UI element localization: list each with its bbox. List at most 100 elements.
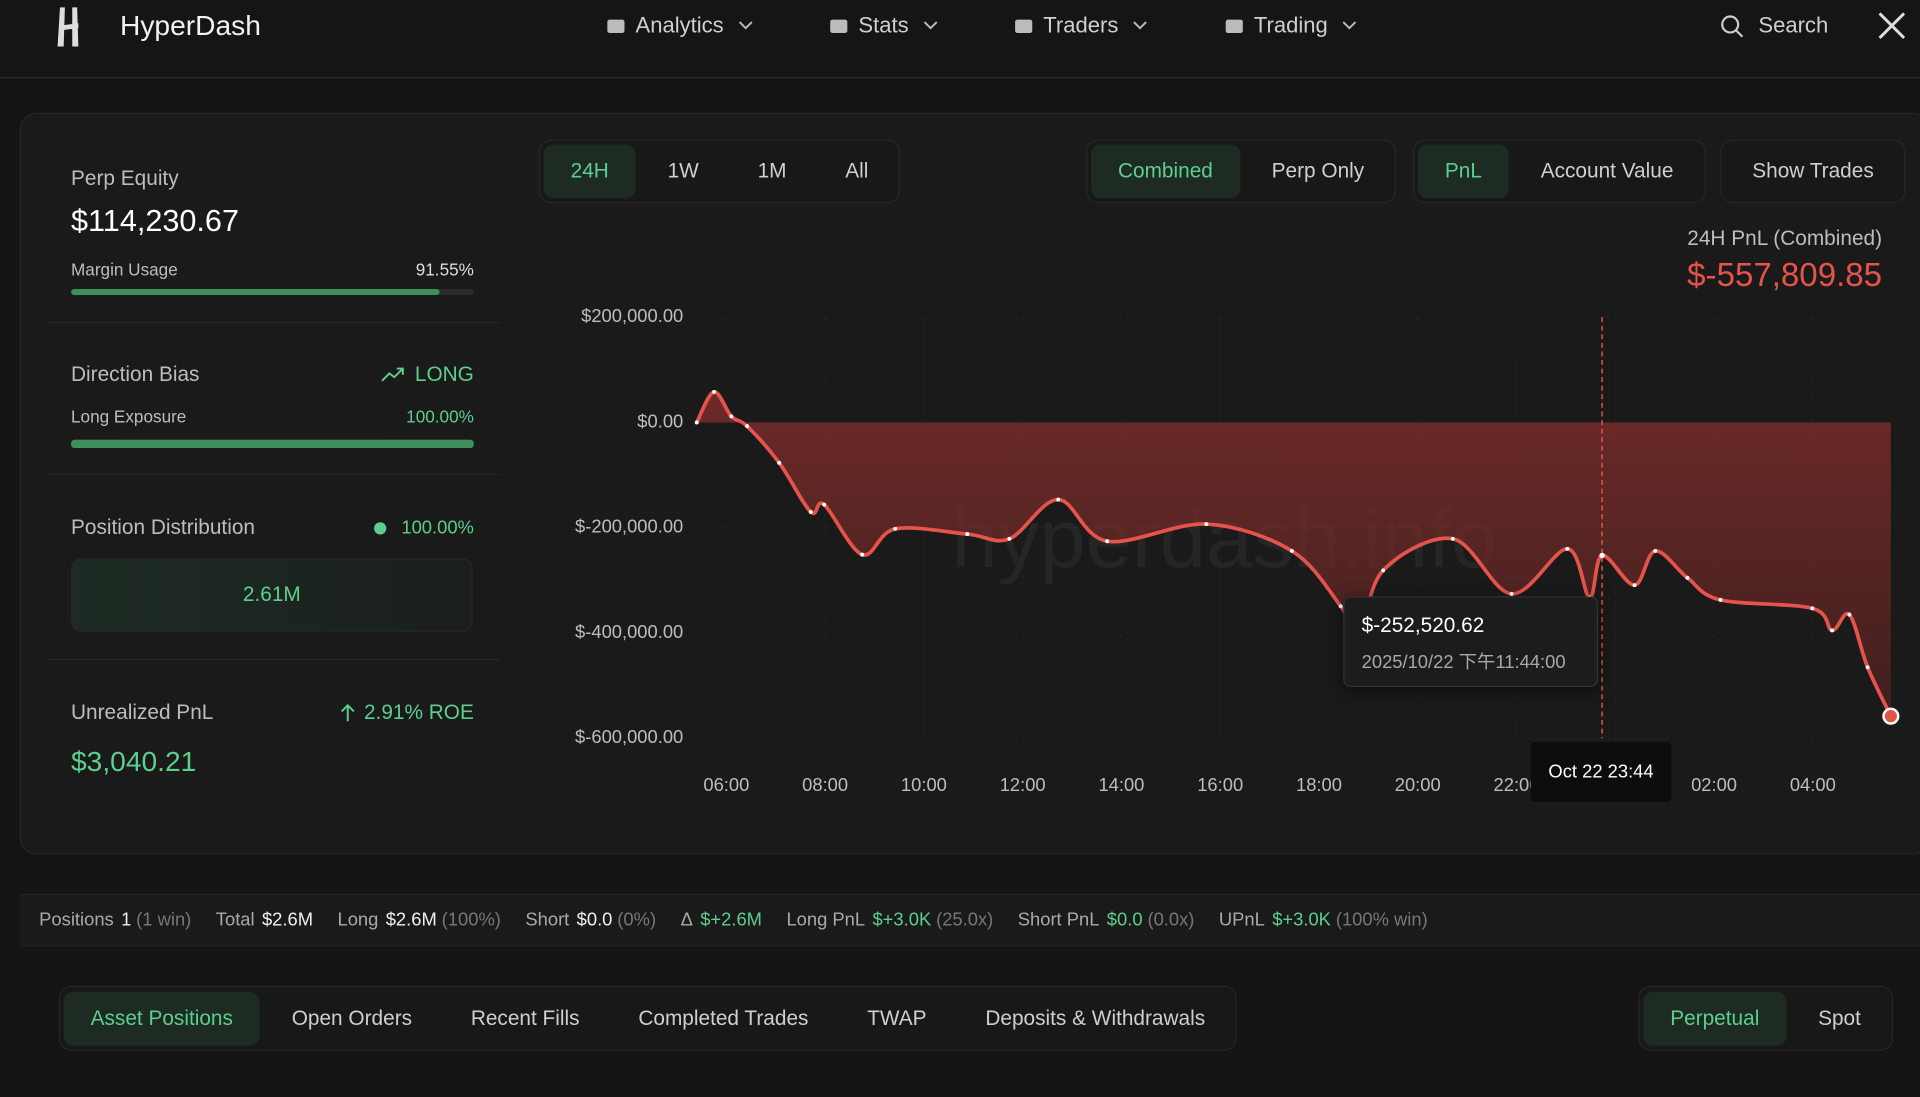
point: [1289, 548, 1294, 553]
nav-icon: [607, 19, 625, 34]
stat: Positions 1 (1 win): [39, 910, 191, 931]
tab[interactable]: All: [845, 159, 869, 183]
search-icon: [1721, 15, 1744, 38]
stat-note: (0%): [617, 909, 657, 931]
tab[interactable]: Perpetual: [1643, 991, 1787, 1046]
value: $114,230.67: [71, 203, 239, 239]
stat-label: Long PnL: [786, 909, 866, 931]
tab[interactable]: 1M: [757, 159, 787, 183]
tab[interactable]: PnL: [1417, 144, 1509, 199]
tab[interactable]: 1W: [667, 159, 699, 183]
chart: hyperdash.info $200,000.00$0.00$-200,000…: [575, 305, 1900, 795]
search[interactable]: Search: [1758, 12, 1829, 38]
y-tick-label: $-400,000.00: [575, 621, 683, 642]
stat: Short $0.0 (0%): [525, 910, 656, 931]
stat: Long PnL $+3.0K (25.0x): [786, 910, 993, 931]
point: [1632, 583, 1637, 588]
value: 100.00%: [406, 406, 474, 427]
tab[interactable]: Perp Only: [1271, 159, 1365, 183]
point: [1565, 546, 1570, 551]
tab[interactable]: Recent Fills: [470, 1005, 580, 1030]
label: Margin Usage: [71, 259, 178, 280]
point: [1381, 568, 1386, 573]
tab[interactable]: Account Value: [1540, 159, 1674, 183]
chevron: [738, 21, 753, 30]
logo[interactable]: [54, 5, 83, 49]
y-tick-label: $0.00: [637, 410, 683, 431]
show-trades-button[interactable]: Show Trades: [1752, 159, 1874, 183]
tab[interactable]: Combined: [1091, 144, 1240, 199]
nav-item[interactable]: Trading: [1253, 12, 1328, 38]
x-tick-label: 20:00: [1395, 774, 1441, 795]
tooltip: $-252,520.62 2025/10/22 下午11:44:00: [1343, 596, 1598, 687]
point: [860, 552, 865, 557]
y-tick-label: $-200,000.00: [575, 516, 683, 537]
nav-item[interactable]: Analytics: [635, 12, 724, 38]
chevron: [923, 21, 938, 30]
nav-item[interactable]: Traders: [1043, 12, 1119, 38]
stat-value: 1: [121, 909, 132, 931]
point: [777, 460, 782, 465]
x-link[interactable]: [1877, 11, 1906, 40]
point: [712, 389, 716, 394]
tab[interactable]: Spot: [1818, 1005, 1861, 1030]
stat-note: (0.0x): [1147, 909, 1195, 931]
stat: Long $2.6M (100%): [338, 910, 501, 931]
point: [893, 526, 898, 531]
crosshair-label: Oct 22 23:44: [1530, 742, 1672, 803]
position-tabs: Asset Positions Open Orders Recent Fills Co…: [58, 985, 1238, 1051]
point: [1865, 665, 1870, 670]
end-point: [1882, 707, 1900, 725]
stat: Short PnL $0.0 (0.0x): [1018, 910, 1195, 931]
margin-track: [71, 288, 474, 296]
x-tick-label: 14:00: [1098, 774, 1144, 795]
nav-icon: [830, 19, 848, 34]
x-tick-label: 16:00: [1197, 774, 1243, 795]
nav-item[interactable]: Stats: [858, 12, 909, 38]
stat-note: (100%): [441, 909, 501, 931]
stat-label: Short PnL: [1017, 909, 1100, 931]
point: [1007, 536, 1012, 541]
range-tabs: 24H 1W 1M All: [538, 139, 901, 204]
x-tick-label: 06:00: [703, 774, 749, 795]
stat: UPnL $+3.0K (100% win): [1219, 910, 1428, 931]
x-tick-label: 18:00: [1296, 774, 1342, 795]
y-tick-label: $200,000.00: [581, 305, 683, 326]
point: [1653, 548, 1658, 553]
label: Position Distribution: [71, 515, 256, 539]
dot: [374, 522, 387, 535]
stat-label: Positions: [39, 909, 114, 931]
header: HyperDash Analytics Stats Traders Trading S…: [0, 0, 1920, 79]
tab[interactable]: 24H: [543, 144, 636, 199]
stat-value: $2.6M: [385, 909, 437, 931]
x-tick-label: 08:00: [802, 774, 848, 795]
point: [1105, 539, 1110, 544]
tab[interactable]: Deposits & Withdrawals: [985, 1005, 1206, 1030]
point: [1847, 612, 1852, 617]
point: [1685, 575, 1690, 580]
tab[interactable]: Completed Trades: [638, 1005, 809, 1030]
chevron: [1342, 21, 1357, 30]
y-tick-label: $-600,000.00: [575, 726, 683, 747]
x-tick-label: 04:00: [1790, 774, 1836, 795]
chart-headline: $-557,809.85: [1687, 256, 1883, 294]
tab[interactable]: Asset Positions: [63, 991, 260, 1046]
distribution-box: 2.61M: [71, 558, 473, 632]
point: [1056, 497, 1061, 502]
point: [1204, 522, 1209, 527]
label: Unrealized PnL: [71, 700, 214, 724]
tab[interactable]: Open Orders: [291, 1005, 413, 1030]
x-tick-label: 02:00: [1691, 774, 1737, 795]
label: Long Exposure: [71, 406, 187, 427]
stat-value: $2.6M: [261, 909, 314, 931]
stat-note: (100% win): [1335, 909, 1428, 931]
point: [729, 414, 734, 419]
point: [1509, 591, 1514, 596]
tab[interactable]: TWAP: [867, 1005, 927, 1030]
stat-value: $+3.0K: [872, 909, 932, 931]
brand[interactable]: HyperDash: [120, 9, 261, 42]
hover-point: [1599, 552, 1605, 559]
label: Direction Bias: [71, 362, 200, 386]
value: 2.91% ROE: [363, 700, 474, 724]
